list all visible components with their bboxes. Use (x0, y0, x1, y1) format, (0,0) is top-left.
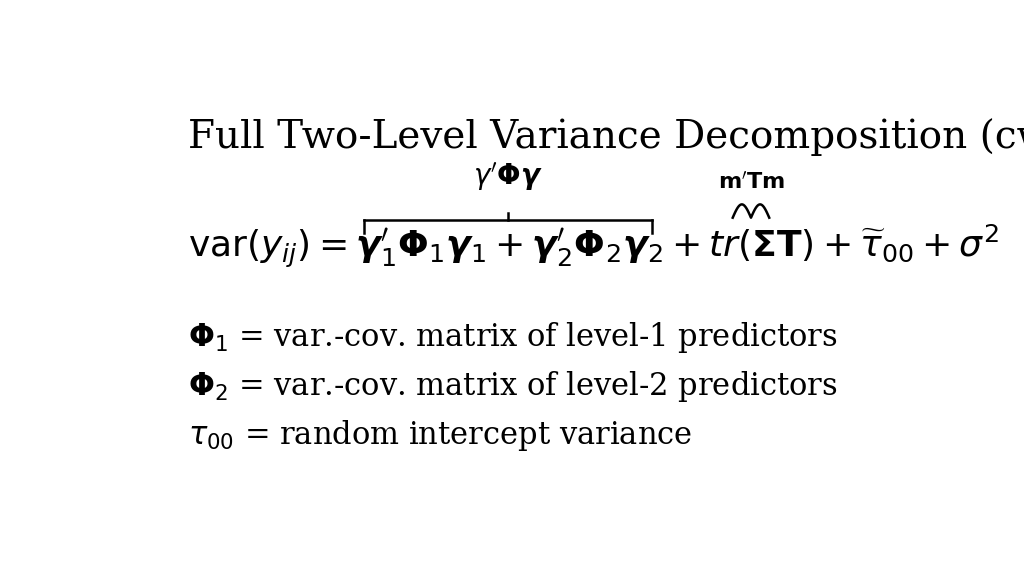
Text: $\tau_{00}$ = random intercept variance: $\tau_{00}$ = random intercept variance (187, 418, 692, 453)
Text: $\boldsymbol{\Phi}_1$ = var.-cov. matrix of level-1 predictors: $\boldsymbol{\Phi}_1$ = var.-cov. matrix… (187, 320, 838, 355)
Text: Full Two-Level Variance Decomposition (cwc): Full Two-Level Variance Decomposition (c… (187, 118, 1024, 156)
Text: $\boldsymbol{\Phi}_2$ = var.-cov. matrix of level-2 predictors: $\boldsymbol{\Phi}_2$ = var.-cov. matrix… (187, 369, 838, 404)
Text: $\mathrm{var}(y_{ij}) = \boldsymbol{\gamma}_1^{\prime}\boldsymbol{\Phi}_1\boldsy: $\mathrm{var}(y_{ij}) = \boldsymbol{\gam… (187, 223, 998, 270)
Text: $\boldsymbol{\gamma'\Phi\gamma}$: $\boldsymbol{\gamma'\Phi\gamma}$ (473, 161, 543, 194)
Text: $\mathbf{m'Tm}$: $\mathbf{m'Tm}$ (718, 172, 784, 194)
